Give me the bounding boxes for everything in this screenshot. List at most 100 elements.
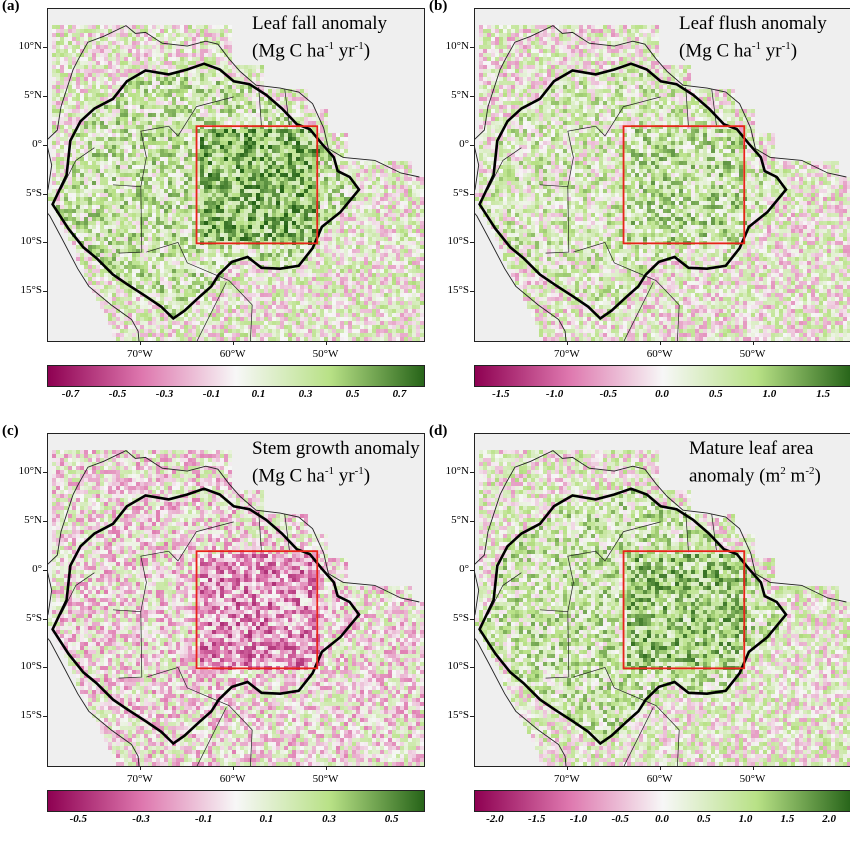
colorbar-tick-label: -2.0	[475, 813, 515, 825]
study-region-box	[622, 125, 746, 245]
country-border	[487, 572, 522, 615]
country-border	[146, 666, 253, 731]
lat-tick	[470, 569, 474, 571]
lat-tick	[470, 472, 474, 474]
colorbar-tick-label: 1.0	[726, 813, 766, 825]
latitude-label: 10°S	[2, 660, 42, 672]
latitude-label: 0°	[2, 563, 42, 575]
map-frame	[474, 433, 850, 767]
latitude-label: 15°S	[2, 709, 42, 721]
panel-title: Mature leaf area anomaly (m2 m-2)	[689, 437, 821, 487]
panel-label: (c)	[2, 423, 19, 440]
lon-tick	[566, 766, 568, 770]
country-border	[567, 125, 596, 187]
colorbar-tick-label: -0.7	[51, 388, 91, 400]
colorbar-tick-label: -0.3	[121, 813, 161, 825]
title-line-1: Stem growth anomaly	[252, 437, 420, 460]
amazon-basin-outline	[51, 487, 361, 746]
longitude-label: 50°W	[306, 348, 346, 360]
lat-tick	[470, 242, 474, 244]
latitude-label: 15°S	[429, 709, 469, 721]
colorbar	[474, 790, 850, 812]
latitude-label: 5°N	[429, 89, 469, 101]
colorbar	[47, 365, 425, 387]
country-border	[140, 550, 169, 612]
colorbar-tick-label: 2.0	[809, 813, 849, 825]
coastline	[475, 450, 847, 615]
longitude-label: 60°W	[213, 348, 253, 360]
colorbar-tick-label: 1.0	[749, 388, 789, 400]
coastline	[48, 614, 140, 766]
colorbar-tick-label: 0.3	[309, 813, 349, 825]
country-border	[258, 512, 262, 553]
lat-tick	[470, 193, 474, 195]
country-border	[146, 241, 253, 306]
country-border	[168, 521, 234, 562]
country-border	[567, 550, 596, 612]
country-border	[140, 125, 169, 187]
colorbar	[47, 790, 425, 812]
country-border	[623, 707, 654, 766]
anomaly-raster	[475, 25, 850, 341]
colorbar-tick-label: 0.5	[696, 388, 736, 400]
colorbar-tick-label: -0.3	[145, 388, 185, 400]
latitude-label: 10°S	[429, 235, 469, 247]
lon-tick	[566, 341, 568, 345]
anomaly-raster	[48, 450, 424, 766]
amazon-basin-outline	[478, 62, 788, 321]
lon-tick	[659, 341, 661, 345]
lat-tick	[43, 95, 47, 97]
country-border	[623, 282, 654, 341]
lat-tick	[43, 193, 47, 195]
latitude-label: 5°N	[429, 514, 469, 526]
latitude-label: 5°N	[2, 514, 42, 526]
lat-tick	[43, 716, 47, 718]
lon-tick	[139, 766, 141, 770]
study-region-box	[195, 125, 319, 245]
coastline	[48, 25, 420, 190]
latitude-label: 15°S	[2, 284, 42, 296]
study-region-box	[195, 550, 319, 670]
country-border	[685, 512, 689, 553]
anomaly-map	[48, 450, 424, 766]
colorbar-tick-label: -1.5	[517, 813, 557, 825]
colorbar-tick-label: 0.5	[684, 813, 724, 825]
lon-tick	[139, 341, 141, 345]
panel-a: (a) Leaf fall anomaly (Mg C ha-1 yr-1) 10°N…	[0, 0, 425, 418]
country-border	[284, 514, 290, 551]
country-border	[595, 521, 661, 562]
latitude-label: 5°S	[2, 187, 42, 199]
panel-label: (a)	[2, 0, 20, 15]
country-border	[677, 729, 680, 766]
country-border	[677, 304, 680, 341]
country-border	[250, 304, 253, 341]
amazon-basin-outline	[51, 62, 361, 321]
colorbar-tick-label: -1.5	[481, 388, 521, 400]
colorbar-tick-label: -0.1	[192, 388, 232, 400]
title-line-1: Leaf flush anomaly	[679, 12, 827, 35]
lat-tick	[43, 291, 47, 293]
amazon-basin-outline	[478, 487, 788, 746]
study-region-box	[622, 550, 746, 670]
latitude-label: 15°S	[429, 284, 469, 296]
coastline	[475, 614, 567, 766]
latitude-label: 0°	[2, 138, 42, 150]
title-line-2: (Mg C ha-1 yr-1)	[679, 35, 827, 62]
colorbar-tick-label: 0.0	[642, 813, 682, 825]
lon-tick	[659, 766, 661, 770]
country-border	[196, 707, 227, 766]
country-border	[539, 609, 570, 679]
lat-tick	[43, 242, 47, 244]
coastline	[48, 450, 420, 615]
lat-tick	[43, 144, 47, 146]
latitude-label: 5°S	[429, 187, 469, 199]
longitude-label: 50°W	[306, 773, 346, 785]
colorbar-tick-label: -0.5	[600, 813, 640, 825]
lon-tick	[325, 766, 327, 770]
country-border	[60, 572, 95, 615]
longitude-label: 60°W	[213, 773, 253, 785]
colorbar-tick-label: 0.0	[642, 388, 682, 400]
lon-tick	[325, 341, 327, 345]
map-frame	[474, 8, 850, 342]
country-border	[284, 89, 290, 126]
